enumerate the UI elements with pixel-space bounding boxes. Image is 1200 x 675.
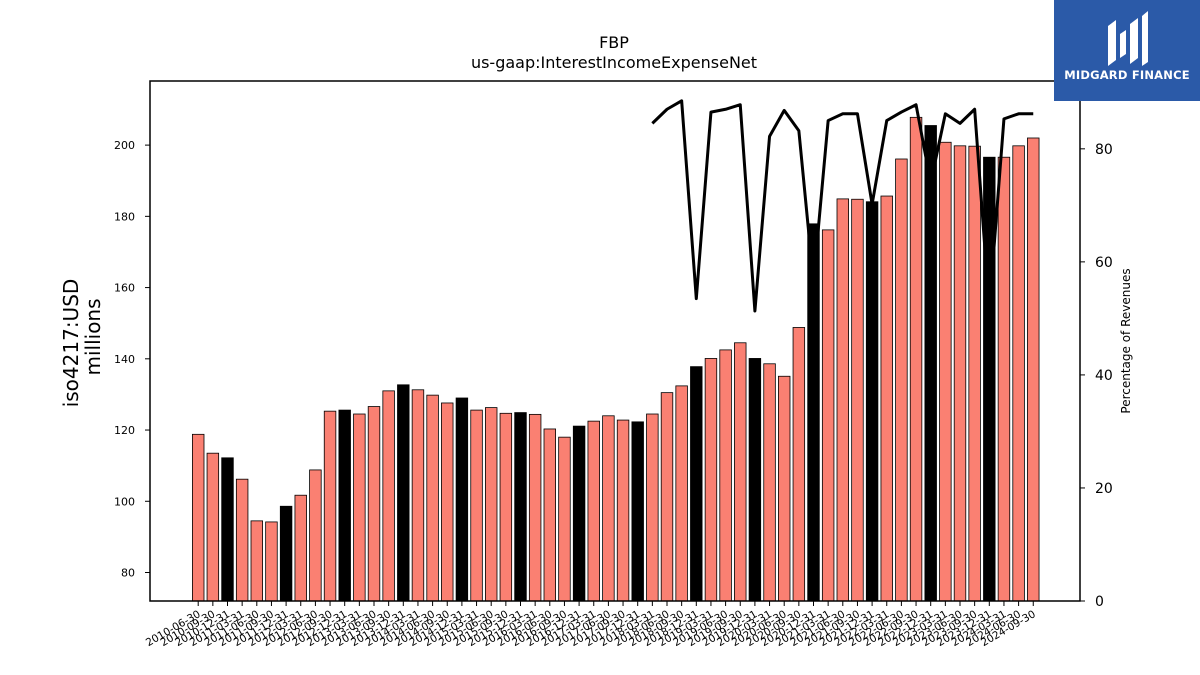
chart-subtitle: us-gaap:InterestIncomeExpenseNet [471, 53, 757, 72]
bar [411, 389, 425, 602]
y-tick-label: 200 [114, 139, 135, 152]
y-tick-label: 100 [114, 495, 135, 508]
bar [675, 385, 688, 602]
y2-tick-label: 80 [1095, 142, 1113, 158]
bar [235, 478, 249, 602]
bar [587, 420, 600, 602]
axes-group: 801001201401601802000204060802010-06-302… [114, 80, 1113, 649]
bar [309, 469, 322, 602]
y2-tick-label: 0 [1095, 594, 1104, 610]
bar [748, 358, 762, 602]
chart-title: FBP [599, 33, 629, 52]
y-tick-label: 160 [114, 282, 135, 295]
y2-tick-label: 40 [1095, 368, 1113, 384]
bar [924, 125, 937, 602]
bar [455, 397, 469, 602]
bar [968, 145, 981, 602]
bar [294, 494, 307, 602]
bar [704, 358, 718, 602]
bar [836, 198, 850, 602]
y-axis-label-line1: iso4217:USD [59, 279, 83, 408]
bar [792, 327, 806, 602]
bar [499, 412, 513, 602]
bar [221, 457, 234, 602]
y-tick-label: 120 [114, 424, 135, 437]
bar [983, 156, 996, 602]
bar [250, 520, 264, 602]
bars-group [191, 116, 1040, 602]
midgard-logo-icon [1108, 11, 1148, 66]
bar [660, 392, 674, 602]
bar [484, 407, 498, 602]
bar [470, 409, 483, 602]
bar [821, 229, 835, 602]
y-tick-label: 140 [114, 353, 135, 366]
bar [953, 145, 967, 602]
bar [426, 394, 439, 602]
bar [206, 452, 220, 602]
bar [763, 363, 776, 602]
bar [909, 116, 923, 602]
plot-frame [149, 80, 1081, 602]
bar [646, 413, 659, 602]
midgard-finance-logo: MIDGARD FINANCE [1054, 0, 1200, 101]
bar [865, 201, 879, 602]
bar [880, 195, 893, 602]
bar [778, 375, 791, 602]
bar [367, 406, 381, 602]
y-tick-label: 80 [121, 567, 135, 580]
y-tick-label: 180 [114, 210, 135, 223]
bar [1027, 137, 1040, 602]
bar [895, 158, 908, 602]
line-group [651, 99, 1034, 313]
bar [851, 198, 864, 602]
bar [616, 419, 630, 602]
bar [353, 413, 366, 602]
bar [338, 409, 351, 602]
bar [572, 425, 586, 602]
y-axis-label-line2: millions [81, 298, 105, 375]
bar [514, 412, 527, 602]
y2-tick-label: 20 [1095, 481, 1113, 497]
bar [265, 521, 278, 602]
bar [543, 428, 557, 602]
bar [1012, 145, 1025, 602]
revenue-percentage-line [651, 99, 1034, 313]
bar [558, 436, 571, 602]
bar [602, 415, 615, 602]
bar [441, 402, 454, 602]
bar [382, 390, 395, 602]
logo-text: MIDGARD FINANCE [1064, 68, 1190, 82]
bar [719, 349, 732, 602]
y2-tick-label: 60 [1095, 255, 1113, 271]
bar [997, 156, 1011, 602]
bar [631, 421, 644, 602]
bar [279, 505, 293, 602]
bar [690, 366, 703, 602]
y2-axis-label: Percentage of Revenues [1119, 268, 1133, 413]
bar [939, 141, 952, 602]
bar [734, 342, 747, 602]
bar [397, 384, 410, 602]
bar [528, 413, 542, 602]
bar [323, 410, 337, 602]
bar [191, 433, 205, 602]
